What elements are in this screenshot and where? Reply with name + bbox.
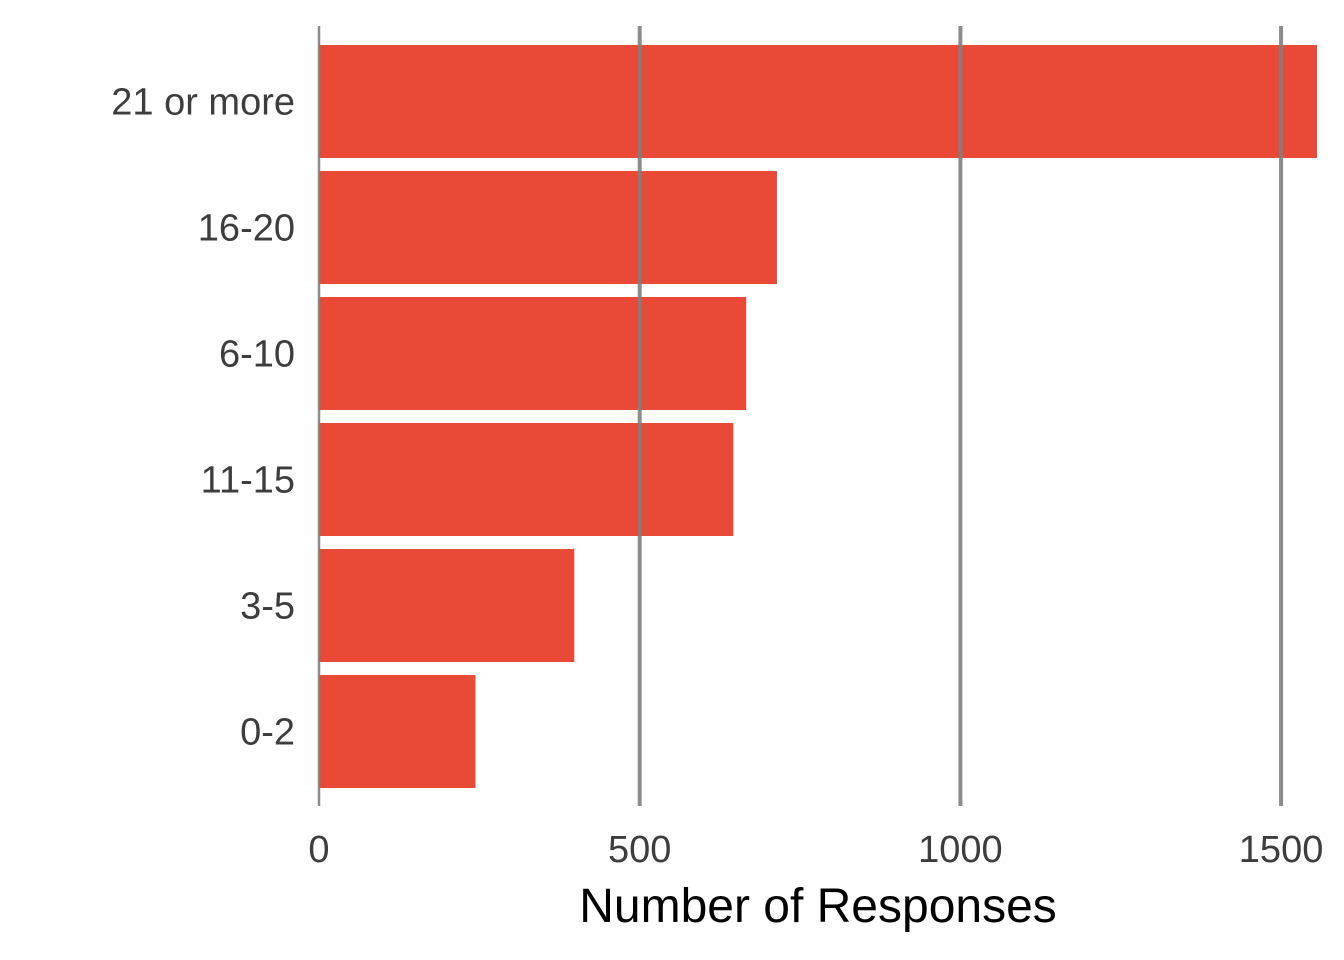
x-axis-labels: 0 500 1000 1500 [308,829,1323,871]
bar-6-10 [319,297,747,410]
bar-3-5 [319,549,575,662]
y-tick-label-11-15: 11-15 [201,460,295,502]
x-tick-label-1000: 1000 [918,829,1003,871]
gridlines [317,26,1284,806]
y-tick-label-16-20: 16-20 [198,208,295,250]
y-tick-label-21-or-more: 21 or more [111,82,295,124]
y-tick-label-0-2: 0-2 [240,712,295,754]
x-tick-label-0: 0 [308,829,329,871]
x-tick-label-1500: 1500 [1239,829,1324,871]
bar-11-15 [319,423,734,536]
y-tick-label-6-10: 6-10 [219,334,295,376]
y-axis-labels: 21 or more 16-20 6-10 11-15 3-5 0-2 [111,82,295,754]
bar-16-20 [319,171,777,284]
bar-21-or-more [319,45,1317,158]
bars-layer [319,45,1317,788]
y-tick-label-3-5: 3-5 [240,586,295,628]
x-tick-label-500: 500 [608,829,671,871]
x-axis-title: Number of Responses [579,880,1057,933]
bar-0-2 [319,675,476,788]
